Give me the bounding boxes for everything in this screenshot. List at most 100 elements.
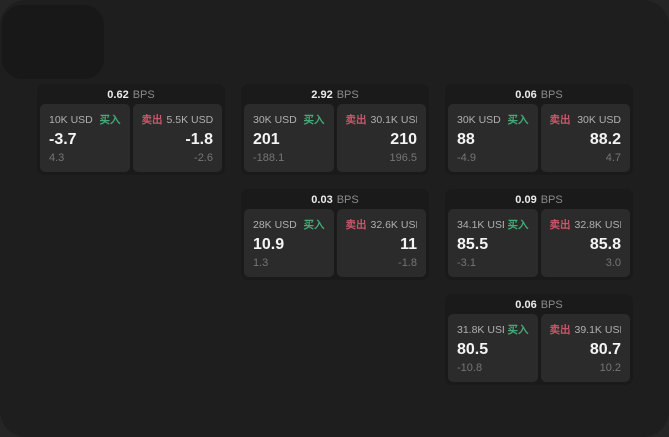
sell-panel[interactable]: 卖出 30K USD 88.2 4.7	[540, 104, 630, 172]
buy-panel[interactable]: 30K USD 买入 88 -4.9	[448, 104, 538, 172]
sell-panel-header: 卖出 39.1K USD	[550, 322, 622, 337]
bps-value: 2.92	[311, 89, 333, 101]
sell-price: 11	[400, 235, 417, 253]
sell-side-label: 卖出	[345, 114, 367, 126]
bps-header: 0.06 BPS	[448, 297, 630, 314]
buy-delta: -4.9	[457, 152, 476, 164]
buy-sell-panels: 10K USD 买入 -3.7 4.3 卖出 5.5K USD -1.8 -2.…	[40, 104, 222, 172]
buy-sell-panels: 28K USD 买入 10.9 1.3 卖出 32.6K USD 11 -1.8	[244, 209, 426, 277]
sell-price: 88.2	[589, 130, 621, 148]
sell-amount-label: 30K USD	[577, 113, 621, 126]
buy-amount-label: 28K USD	[253, 218, 297, 231]
sell-delta: 196.5	[389, 152, 417, 164]
sell-panel[interactable]: 卖出 5.5K USD -1.8 -2.6	[132, 104, 222, 172]
buy-sell-panels: 34.1K USD 买入 85.5 -3.1 卖出 32.8K USD 85.8…	[448, 209, 630, 277]
bps-unit-label: BPS	[540, 194, 563, 206]
bps-header: 0.09 BPS	[448, 192, 630, 209]
bps-header: 2.92 BPS	[244, 87, 426, 104]
quote-card: 0.06 BPS 31.8K USD 买入 80.5 -10.8 卖出 39.1…	[445, 294, 633, 385]
sell-amount-label: 30.1K USD	[370, 113, 418, 126]
top-left-corner-panel	[2, 5, 104, 79]
quote-card: 2.92 BPS 30K USD 买入 201 -188.1 卖出 30.1K …	[241, 84, 429, 175]
sell-side-label: 卖出	[549, 219, 571, 231]
sell-panel-header: 卖出 32.8K USD	[550, 217, 622, 232]
quote-card: 0.62 BPS 10K USD 买入 -3.7 4.3 卖出 5.5K USD…	[37, 84, 225, 175]
sell-panel[interactable]: 卖出 30.1K USD 210 196.5	[336, 104, 426, 172]
buy-sell-panels: 30K USD 买入 88 -4.9 卖出 30K USD 88.2 4.7	[448, 104, 630, 172]
buy-panel-header: 34.1K USD 买入	[457, 217, 529, 232]
sell-panel-header: 卖出 32.6K USD	[346, 217, 418, 232]
buy-price: 80.5	[457, 340, 489, 358]
sell-delta: 3.0	[605, 257, 621, 269]
bps-unit-label: BPS	[336, 89, 359, 101]
buy-sell-panels: 31.8K USD 买入 80.5 -10.8 卖出 39.1K USD 80.…	[448, 314, 630, 382]
buy-panel-header: 31.8K USD 买入	[457, 322, 529, 337]
buy-delta: 4.3	[49, 152, 65, 164]
sell-amount-label: 32.8K USD	[574, 218, 622, 231]
bps-value: 0.03	[311, 194, 333, 206]
sell-side-label: 卖出	[549, 114, 571, 126]
quote-card-grid: 0.62 BPS 10K USD 买入 -3.7 4.3 卖出 5.5K USD…	[37, 84, 633, 385]
sell-panel[interactable]: 卖出 39.1K USD 80.7 10.2	[540, 314, 630, 382]
buy-side-label: 买入	[99, 114, 121, 126]
buy-panel[interactable]: 30K USD 买入 201 -188.1	[244, 104, 334, 172]
sell-amount-label: 32.6K USD	[370, 218, 418, 231]
sell-panel[interactable]: 卖出 32.8K USD 85.8 3.0	[540, 209, 630, 277]
buy-side-label: 买入	[303, 114, 325, 126]
sell-delta: 4.7	[605, 152, 621, 164]
sell-price: 80.7	[589, 340, 621, 358]
buy-price: 85.5	[457, 235, 489, 253]
sell-panel-header: 卖出 5.5K USD	[142, 112, 214, 127]
sell-panel-header: 卖出 30K USD	[550, 112, 622, 127]
bps-value: 0.09	[515, 194, 537, 206]
sell-side-label: 卖出	[549, 324, 571, 336]
buy-amount-label: 34.1K USD	[457, 218, 504, 231]
buy-price: 201	[253, 130, 280, 148]
sell-delta: -1.8	[398, 257, 417, 269]
sell-price: -1.8	[185, 130, 213, 148]
quote-card: 0.06 BPS 30K USD 买入 88 -4.9 卖出 30K USD 8…	[445, 84, 633, 175]
buy-panel[interactable]: 34.1K USD 买入 85.5 -3.1	[448, 209, 538, 277]
quote-card: 0.03 BPS 28K USD 买入 10.9 1.3 卖出 32.6K US…	[241, 189, 429, 280]
sell-price: 85.8	[589, 235, 621, 253]
buy-panel[interactable]: 31.8K USD 买入 80.5 -10.8	[448, 314, 538, 382]
bps-unit-label: BPS	[540, 299, 563, 311]
buy-delta: -10.8	[457, 362, 483, 374]
sell-amount-label: 39.1K USD	[574, 323, 622, 336]
sell-price: 210	[390, 130, 417, 148]
buy-side-label: 买入	[507, 324, 529, 336]
bps-header: 0.03 BPS	[244, 192, 426, 209]
buy-delta: 1.3	[253, 257, 269, 269]
buy-delta: -188.1	[253, 152, 285, 164]
buy-panel-header: 30K USD 买入	[253, 112, 325, 127]
bps-unit-label: BPS	[132, 89, 155, 101]
bps-unit-label: BPS	[540, 89, 563, 101]
buy-amount-label: 10K USD	[49, 113, 93, 126]
buy-sell-panels: 30K USD 买入 201 -188.1 卖出 30.1K USD 210 1…	[244, 104, 426, 172]
bps-value: 0.62	[107, 89, 129, 101]
bps-value: 0.06	[515, 299, 537, 311]
buy-panel-header: 10K USD 买入	[49, 112, 121, 127]
buy-amount-label: 30K USD	[457, 113, 501, 126]
buy-amount-label: 30K USD	[253, 113, 297, 126]
buy-price: -3.7	[49, 130, 77, 148]
sell-side-label: 卖出	[345, 219, 367, 231]
buy-panel-header: 30K USD 买入	[457, 112, 529, 127]
buy-amount-label: 31.8K USD	[457, 323, 504, 336]
sell-side-label: 卖出	[141, 114, 163, 126]
buy-price: 88	[457, 130, 475, 148]
sell-amount-label: 5.5K USD	[166, 113, 214, 126]
buy-panel[interactable]: 10K USD 买入 -3.7 4.3	[40, 104, 130, 172]
buy-side-label: 买入	[303, 219, 325, 231]
sell-delta: -2.6	[194, 152, 213, 164]
buy-panel[interactable]: 28K USD 买入 10.9 1.3	[244, 209, 334, 277]
buy-panel-header: 28K USD 买入	[253, 217, 325, 232]
buy-side-label: 买入	[507, 114, 529, 126]
bps-value: 0.06	[515, 89, 537, 101]
sell-delta: 10.2	[599, 362, 621, 374]
sell-panel[interactable]: 卖出 32.6K USD 11 -1.8	[336, 209, 426, 277]
buy-delta: -3.1	[457, 257, 476, 269]
sell-panel-header: 卖出 30.1K USD	[346, 112, 418, 127]
bps-header: 0.06 BPS	[448, 87, 630, 104]
